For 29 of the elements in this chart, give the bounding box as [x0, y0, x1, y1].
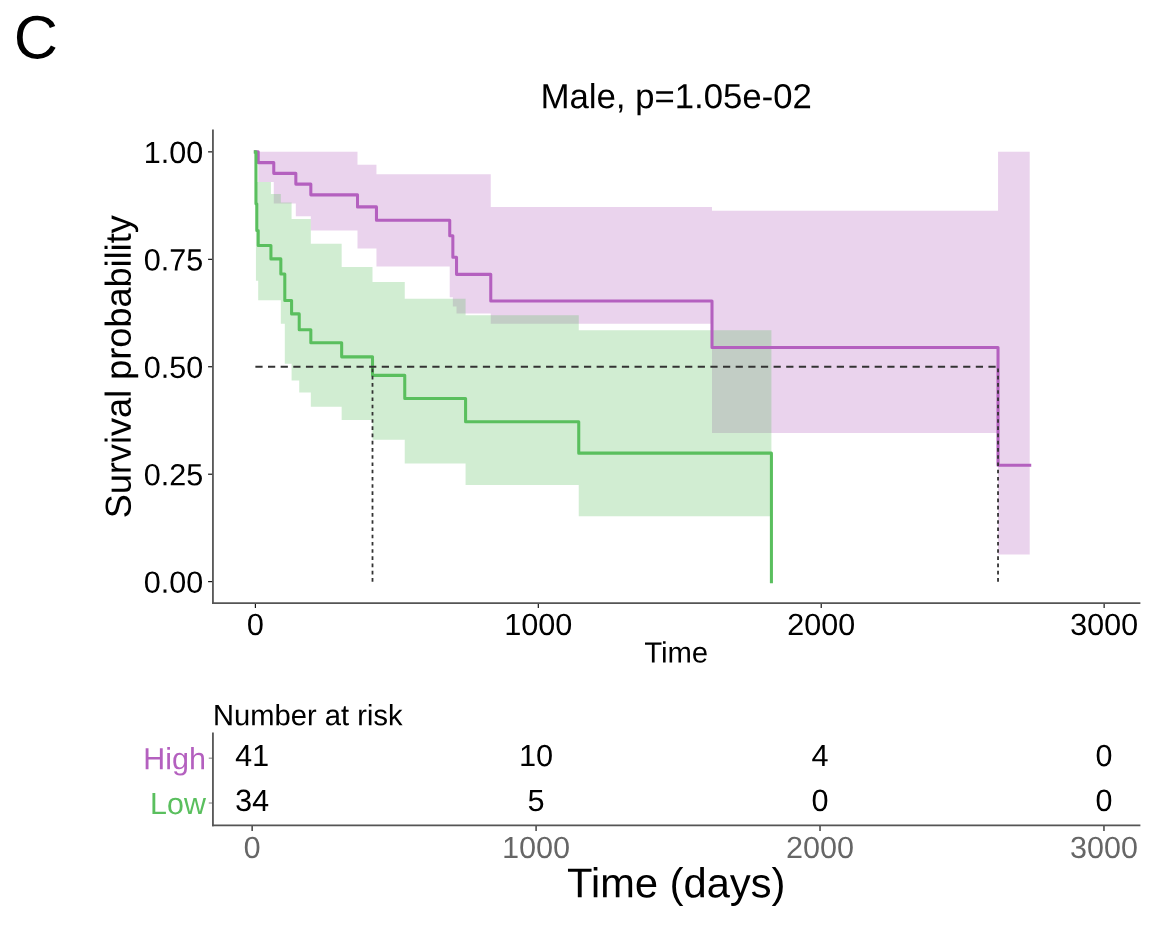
x-tick-label: 2000	[787, 836, 853, 859]
data-label: 0	[1096, 744, 1112, 767]
data-label: 0	[812, 789, 828, 812]
data-label: 5	[528, 789, 544, 812]
y-tick-label: 1.00	[146, 141, 203, 164]
y-tick-label: 0.50	[144, 356, 203, 379]
x-tick-label: 3000	[1071, 613, 1137, 636]
y-tick-label: High	[145, 747, 205, 776]
x-axis-title: Time	[645, 641, 707, 663]
data-label: 4	[812, 745, 828, 767]
y-tick-label: 0.75	[144, 249, 202, 271]
data-label: 10	[521, 744, 552, 767]
text: C	[16, 15, 56, 59]
x-tick-label: 0	[248, 613, 263, 636]
chart-title: Male, p=1.05e-02	[543, 83, 811, 116]
y-axis-title: Survival probability	[104, 215, 139, 517]
data-label: 34	[236, 789, 269, 812]
x-axis-title: Time (days)	[567, 867, 783, 906]
x-tick-label: 3000	[1071, 836, 1137, 859]
y-tick-label: 0.25	[144, 463, 202, 486]
data-label: 41	[235, 745, 268, 767]
chart-title: Number at risk	[215, 704, 403, 726]
data-label: 0	[1096, 789, 1112, 812]
x-tick-label: 1000	[506, 613, 572, 636]
x-tick-label: 2000	[788, 613, 854, 636]
x-tick-label: 1000	[504, 836, 569, 859]
y-tick-label: Low	[152, 793, 207, 815]
y-tick-label: 0.00	[144, 571, 203, 594]
x-tick-label: 0	[244, 836, 260, 859]
